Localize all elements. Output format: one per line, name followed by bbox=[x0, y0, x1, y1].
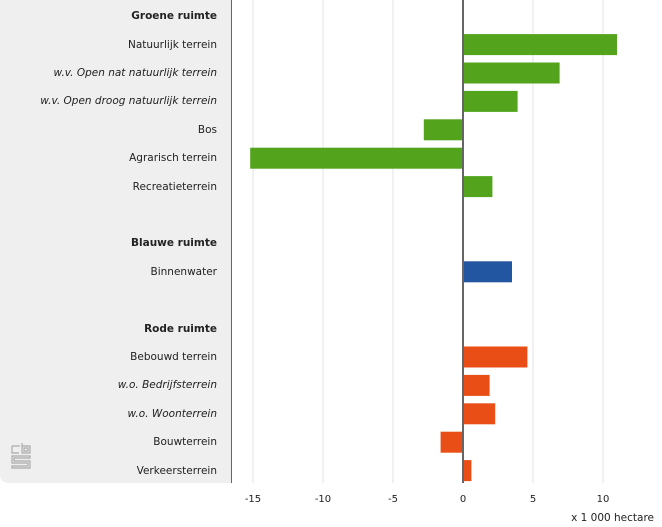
gridlines bbox=[252, 0, 604, 483]
x-tick-label: 0 bbox=[460, 494, 466, 505]
left-axis-line bbox=[231, 0, 232, 483]
category-label: w.v. Open nat natuurlijk terrein bbox=[53, 67, 217, 79]
bar bbox=[464, 460, 472, 482]
bar bbox=[464, 90, 518, 112]
x-axis-ticks: -15 -10 -5 0 5 10 bbox=[245, 494, 610, 505]
group-header: Blauwe ruimte bbox=[131, 237, 217, 250]
bar bbox=[440, 431, 462, 453]
category-label: Binnenwater bbox=[150, 265, 217, 278]
bar bbox=[464, 346, 528, 368]
category-label: Recreatieterrein bbox=[132, 180, 217, 193]
category-label: Bebouwd terrein bbox=[130, 351, 217, 363]
x-tick-label: -5 bbox=[388, 494, 398, 505]
x-tick-label: -10 bbox=[315, 494, 331, 505]
category-label: w.o. Woonterrein bbox=[127, 407, 217, 420]
category-label: Bos bbox=[197, 123, 217, 136]
bars bbox=[250, 34, 617, 482]
category-label: Agrarisch terrein bbox=[129, 152, 217, 165]
x-tick-label: -15 bbox=[245, 494, 261, 505]
bar bbox=[250, 147, 462, 169]
bar bbox=[423, 119, 462, 141]
bar bbox=[464, 403, 496, 425]
group-header: Groene ruimte bbox=[131, 10, 217, 23]
bar bbox=[464, 261, 512, 283]
category-label: Natuurlijk terrein bbox=[127, 38, 217, 51]
category-label: Verkeersterrein bbox=[136, 464, 217, 477]
x-tick-label: 5 bbox=[530, 494, 536, 505]
bar bbox=[464, 34, 617, 56]
category-label: w.v. Open droog natuurlijk terrein bbox=[40, 95, 217, 108]
x-tick-label: 10 bbox=[597, 494, 610, 505]
bar bbox=[464, 374, 490, 396]
bar bbox=[464, 176, 493, 198]
category-label: Bouwterrein bbox=[153, 436, 217, 449]
category-label: w.o. Bedrijfsterrein bbox=[117, 379, 217, 392]
group-header: Rode ruimte bbox=[144, 322, 217, 335]
unit-label: x 1 000 hectare bbox=[571, 512, 654, 524]
bar bbox=[464, 62, 560, 84]
cbs-logo-icon bbox=[11, 443, 31, 469]
category-label-panel bbox=[0, 0, 231, 483]
